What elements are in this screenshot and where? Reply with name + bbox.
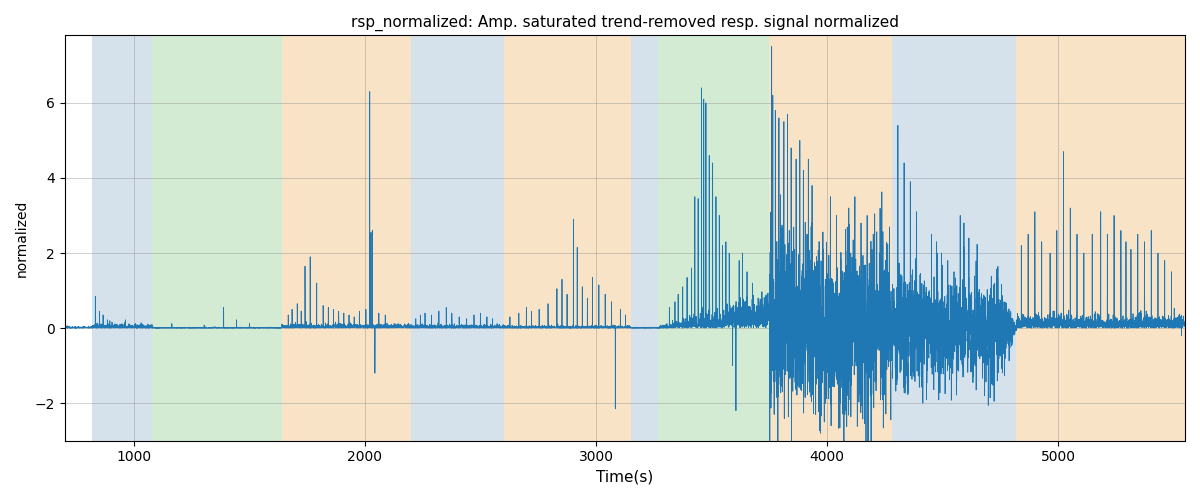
Bar — [504, 36, 631, 440]
Bar — [92, 36, 152, 440]
Title: rsp_normalized: Amp. saturated trend-removed resp. signal normalized: rsp_normalized: Amp. saturated trend-rem… — [350, 15, 899, 31]
Bar — [892, 36, 1016, 440]
Bar — [152, 36, 282, 440]
Bar — [412, 36, 504, 440]
Bar — [659, 36, 769, 440]
Bar — [769, 36, 892, 440]
Bar — [1016, 36, 1186, 440]
Bar — [631, 36, 659, 440]
X-axis label: Time(s): Time(s) — [596, 470, 654, 485]
Bar — [282, 36, 412, 440]
Y-axis label: normalized: normalized — [14, 200, 29, 276]
